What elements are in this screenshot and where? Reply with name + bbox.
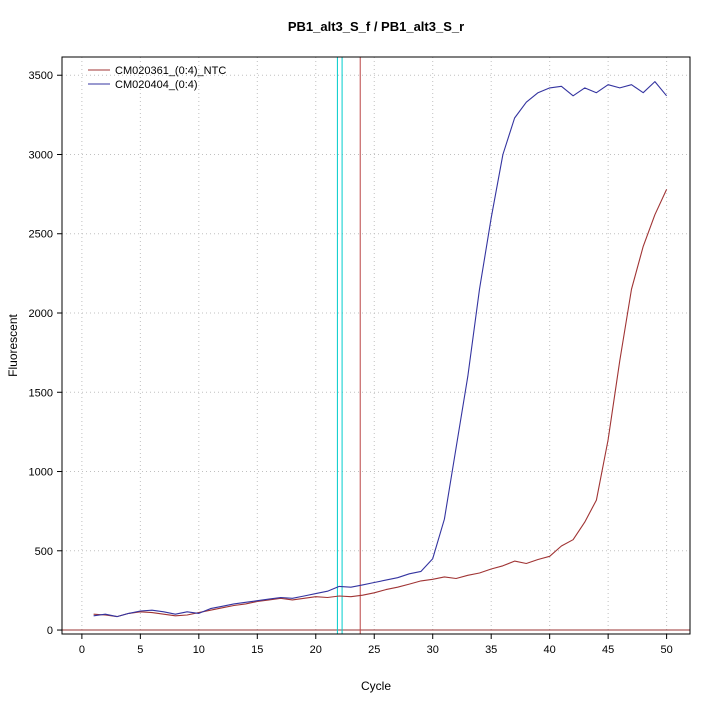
x-tick-label: 20: [310, 644, 322, 656]
chart-title: PB1_alt3_S_f / PB1_alt3_S_r: [287, 19, 465, 34]
x-tick-label: 30: [427, 644, 439, 656]
x-tick-label: 25: [368, 644, 380, 656]
x-tick-label: 5: [137, 644, 143, 656]
x-tick-label: 40: [544, 644, 556, 656]
x-tick-label: 35: [485, 644, 497, 656]
x-tick-label: 45: [602, 644, 614, 656]
y-tick-label: 1000: [29, 467, 53, 479]
x-tick-label: 50: [660, 644, 672, 656]
y-axis-label: Fluorescent: [6, 313, 20, 376]
y-tick-label: 0: [47, 625, 53, 637]
x-tick-label: 0: [79, 644, 85, 656]
plot-box: [61, 56, 691, 635]
y-tick-label: 500: [35, 546, 53, 558]
y-tick-label: 2500: [29, 229, 53, 241]
x-tick-label: 15: [251, 644, 263, 656]
y-tick-label: 3000: [29, 149, 53, 161]
y-tick-label: 2000: [29, 308, 53, 320]
x-axis-label: Cycle: [361, 679, 391, 693]
legend-label: CM020361_(0:4)_NTC: [115, 65, 226, 77]
y-tick-label: 3500: [29, 70, 53, 82]
series-line: [93, 81, 668, 618]
y-tick-label: 1500: [29, 387, 53, 399]
x-tick-label: 10: [193, 644, 205, 656]
series-line: [93, 189, 668, 618]
legend-label: CM020404_(0:4): [115, 79, 198, 91]
